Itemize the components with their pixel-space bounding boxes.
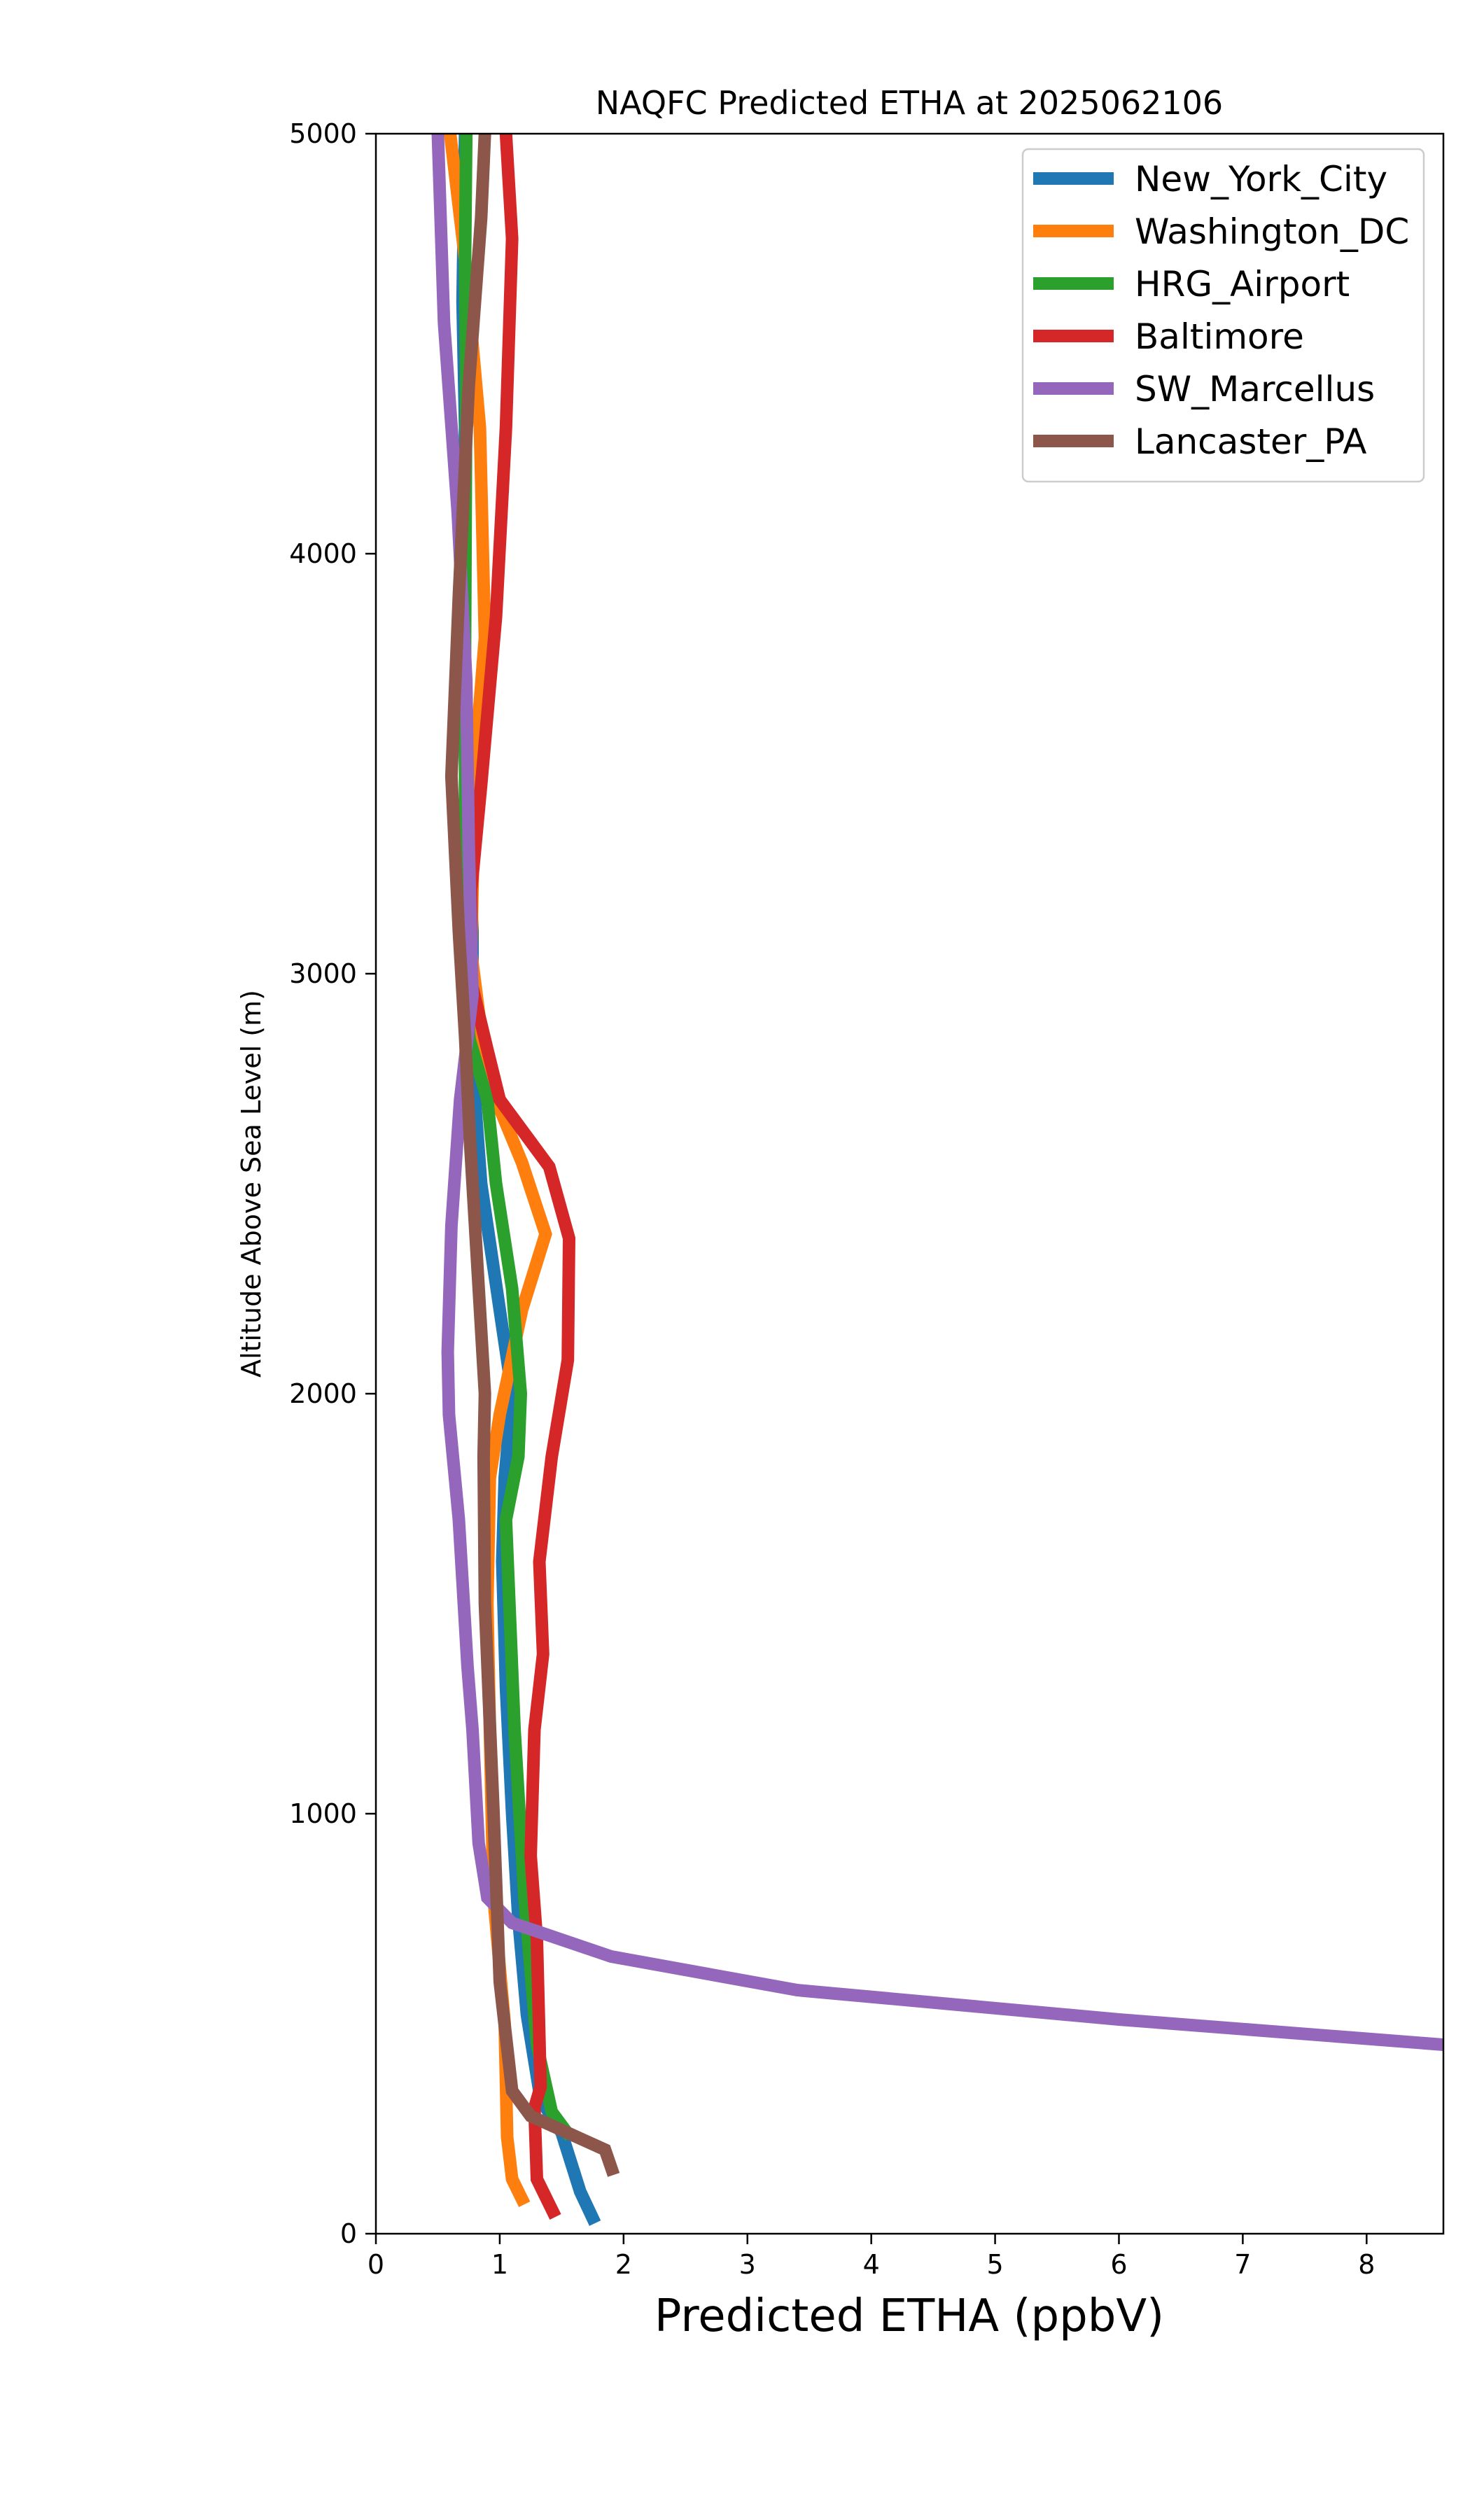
legend-label-New_York_City: New_York_City — [1135, 159, 1387, 200]
x-axis-ticks: 0 1 2 3 4 5 6 7 8 — [368, 2234, 1375, 2280]
y-tick-label: 3000 — [289, 958, 357, 989]
chart-title: NAQFC Predicted ETHA at 2025062106 — [596, 84, 1223, 122]
y-tick-label: 4000 — [289, 538, 357, 569]
x-axis-label: Predicted ETHA (ppbV) — [654, 2290, 1164, 2342]
legend-label-Lancaster_PA: Lancaster_PA — [1135, 421, 1366, 462]
x-tick-label: 6 — [1110, 2249, 1127, 2280]
plot-frame — [374, 132, 1445, 2235]
x-tick-label: 7 — [1234, 2249, 1251, 2280]
y-tick-label: 2000 — [289, 1378, 357, 1409]
legend: New_York_City Washington_DC HRG_Airport Bal… — [1021, 148, 1425, 483]
series-layer — [431, 134, 1443, 2226]
y-tick-label: 1000 — [289, 1798, 357, 1829]
legend-label-Baltimore: Baltimore — [1135, 316, 1304, 357]
x-tick-label: 3 — [739, 2249, 756, 2280]
x-tick-label: 5 — [986, 2249, 1003, 2280]
y-tick-label: 5000 — [289, 118, 357, 149]
series-line-SW_Marcellus — [431, 134, 1443, 2051]
x-tick-label: 2 — [615, 2249, 632, 2280]
series-line-Baltimore — [465, 134, 576, 2220]
x-tick-label: 0 — [368, 2249, 384, 2280]
legend-box — [1021, 148, 1425, 483]
series-line-Lancaster_PA — [444, 134, 620, 2177]
x-tick-label: 4 — [863, 2249, 880, 2280]
x-tick-label: 1 — [491, 2249, 508, 2280]
y-tick-label: 0 — [340, 2218, 357, 2249]
x-tick-label: 8 — [1358, 2249, 1375, 2280]
legend-label-SW_Marcellus: SW_Marcellus — [1135, 369, 1375, 410]
legend-label-Washington_DC: Washington_DC — [1135, 211, 1409, 252]
y-axis-label: Altitude Above Sea Level (m) — [236, 990, 267, 1378]
legend-label-HRG_Airport: HRG_Airport — [1135, 264, 1350, 304]
y-axis-ticks: 0 1000 2000 3000 4000 5000 — [289, 118, 376, 2249]
